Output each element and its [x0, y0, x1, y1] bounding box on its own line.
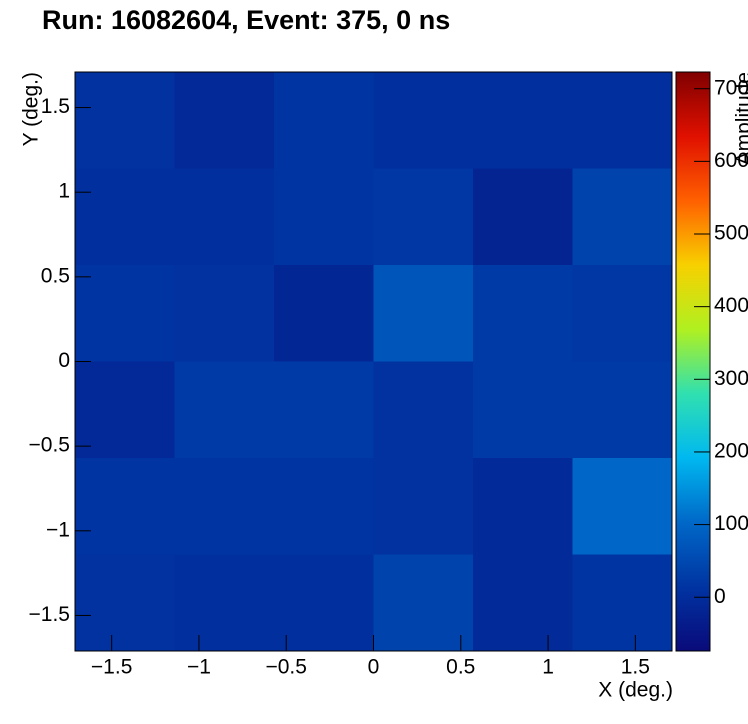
- heatmap-cell: [572, 265, 673, 362]
- z-axis-label: Amplitude: [733, 72, 748, 165]
- heatmap-cell: [274, 554, 374, 652]
- heatmap-cell: [572, 554, 673, 652]
- heatmap-cell: [174, 72, 275, 169]
- x-tick-label: −1: [187, 656, 211, 679]
- x-axis-label: X (deg.): [598, 679, 673, 702]
- heatmap-cell: [274, 168, 374, 266]
- heatmap-cell: [174, 168, 275, 266]
- z-tick-label: 200: [714, 439, 748, 462]
- heatmap-cell: [373, 361, 474, 459]
- heatmap-cell: [174, 458, 275, 555]
- y-axis-label: Y (deg.): [20, 72, 43, 146]
- heatmap-cell: [75, 265, 175, 362]
- heatmap-cell: [473, 554, 573, 652]
- heatmap-cell: [473, 265, 573, 362]
- heatmap-cell: [75, 458, 175, 555]
- z-tick-label: 100: [714, 512, 748, 535]
- heatmap-cell: [274, 361, 374, 459]
- x-tick-label: 1: [542, 656, 554, 679]
- heatmap-cell: [572, 72, 673, 169]
- z-tick-label: 400: [714, 294, 748, 317]
- y-tick-label: 1.5: [41, 95, 70, 118]
- x-tick-label: 1.5: [621, 656, 650, 679]
- x-tick-label: −0.5: [265, 656, 306, 679]
- z-tick-label: 500: [714, 222, 748, 245]
- heatmap-cell: [373, 168, 474, 266]
- y-tick-label: 1: [58, 180, 70, 203]
- heatmap-cell: [174, 361, 275, 459]
- heatmap-cell: [572, 458, 673, 555]
- heatmap-cell: [373, 458, 474, 555]
- z-tick-label: 300: [714, 367, 748, 390]
- y-tick-label: −1.5: [29, 603, 70, 626]
- y-tick-label: −0.5: [29, 434, 70, 457]
- heatmap-cell: [75, 168, 175, 266]
- x-tick-label: 0: [368, 656, 380, 679]
- heatmap-cell: [572, 361, 673, 459]
- heatmap-cell: [174, 554, 275, 652]
- z-tick-label: 700: [714, 76, 748, 99]
- heatmap-cell: [572, 168, 673, 266]
- z-tick-label: 600: [714, 149, 748, 172]
- heatmap-cell: [274, 72, 374, 169]
- heatmap-cell: [373, 554, 474, 652]
- z-tick-label: 0: [714, 585, 726, 608]
- heatmap-cell: [274, 265, 374, 362]
- heatmap-cell: [373, 72, 474, 169]
- heatmap-cell: [174, 265, 275, 362]
- x-tick-label: 0.5: [446, 656, 475, 679]
- heatmap-cell: [473, 168, 573, 266]
- heatmap-cell: [75, 72, 175, 169]
- heatmap-cell: [274, 458, 374, 555]
- y-tick-label: 0.5: [41, 264, 70, 287]
- heatmap-cell: [473, 361, 573, 459]
- heatmap-cell: [373, 265, 474, 362]
- y-tick-label: 0: [58, 349, 70, 372]
- heatmap-cell: [473, 72, 573, 169]
- heatmap-cell: [473, 458, 573, 555]
- y-tick-label: −1: [46, 518, 70, 541]
- color-bar: [675, 71, 711, 652]
- chart-title: Run: 16082604, Event: 375, 0 ns: [42, 5, 450, 35]
- heatmap-cell: [75, 554, 175, 652]
- heatmap-cell: [75, 361, 175, 459]
- x-tick-label: −1.5: [91, 656, 132, 679]
